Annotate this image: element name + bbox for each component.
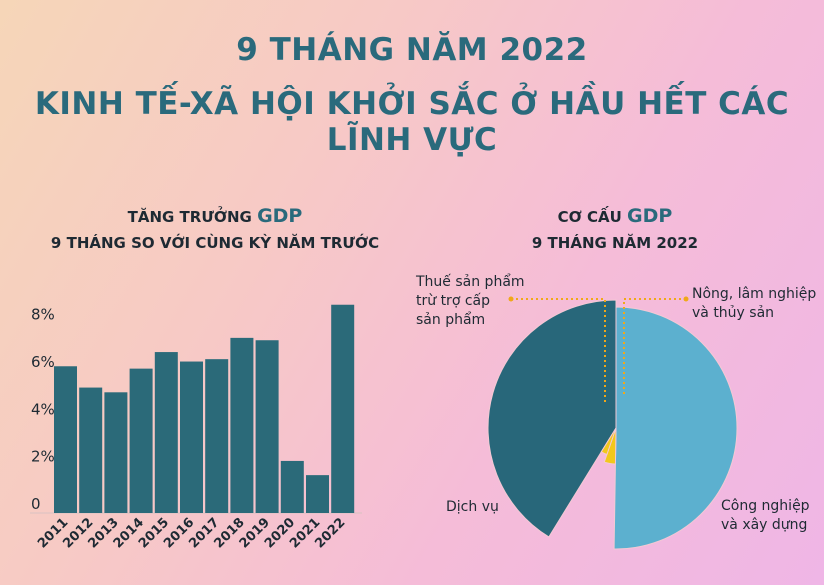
pie-slice-industry <box>613 306 738 550</box>
gdp-structure-title-pre: CƠ CẤU <box>557 208 628 226</box>
leader-dot-agri <box>683 296 689 302</box>
pie-label-agri: Nông, lâm nghiệp và thủy sản <box>692 285 816 323</box>
gdp-structure-title-line2: 9 THÁNG NĂM 2022 <box>531 234 699 252</box>
gdp-structure-title: CƠ CẤU GDP 9 THÁNG NĂM 2022 <box>440 203 790 256</box>
y-tick-label: 0 <box>31 495 41 513</box>
bar-2013 <box>104 392 128 513</box>
gdp-growth-title-gdp: GDP <box>257 205 303 227</box>
y-tick-label: 2% <box>31 448 55 466</box>
leader-line-tax <box>511 298 606 402</box>
gdp-structure-title-gdp: GDP <box>627 205 673 227</box>
pie-label-agri-line2: và thủy sản <box>692 305 775 321</box>
bar-2020 <box>280 460 304 513</box>
bar-2017 <box>205 359 229 513</box>
bar-2021 <box>306 475 329 513</box>
bar-2014 <box>129 368 153 513</box>
y-tick-label: 6% <box>31 353 55 371</box>
bar-2015 <box>154 352 178 513</box>
y-tick-label: 4% <box>31 400 55 418</box>
bar-2018 <box>230 337 254 513</box>
bar-2011 <box>54 366 77 513</box>
pie-label-tax-line1: Thuế sản phẩm <box>416 274 525 290</box>
gdp-growth-title: TĂNG TRƯỞNG GDP 9 THÁNG SO VỚI CÙNG KỲ N… <box>20 203 410 256</box>
page-title-line1: 9 THÁNG NĂM 2022 <box>236 32 588 68</box>
bar-2019 <box>255 340 279 513</box>
pie-slice-tax <box>600 427 617 456</box>
pie-label-services-line1: Dịch vụ <box>446 499 499 515</box>
page-title-line2: KINH TẾ-XÃ HỘI KHỞI SẮC Ở HẦU HẾT CÁC LĨ… <box>34 86 790 158</box>
bar-2016 <box>180 361 203 513</box>
gdp-growth-title-pre: TĂNG TRƯỞNG <box>127 208 258 226</box>
y-tick-label: 8% <box>31 306 55 324</box>
pie-label-industry: Công nghiệp và xây dựng <box>721 497 810 535</box>
leader-dot-tax <box>508 296 514 302</box>
pie-label-industry-line2: và xây dựng <box>721 517 808 533</box>
leader-line-agri <box>623 298 686 396</box>
pie-slice-services <box>487 299 617 538</box>
pie-label-tax: Thuế sản phẩm trừ trợ cấp sản phẩm <box>416 273 525 330</box>
pie-label-industry-line1: Công nghiệp <box>721 498 810 514</box>
bar-2012 <box>79 387 103 513</box>
pie-label-agri-line1: Nông, lâm nghiệp <box>692 286 817 302</box>
gdp-growth-title-line2: 9 THÁNG SO VỚI CÙNG KỲ NĂM TRƯỚC <box>50 234 380 252</box>
pie-label-services: Dịch vụ <box>446 498 499 517</box>
bar-2022 <box>331 304 355 513</box>
pie-label-tax-line2: trừ trợ cấp <box>416 293 490 309</box>
pie-label-tax-line3: sản phẩm <box>416 312 486 328</box>
